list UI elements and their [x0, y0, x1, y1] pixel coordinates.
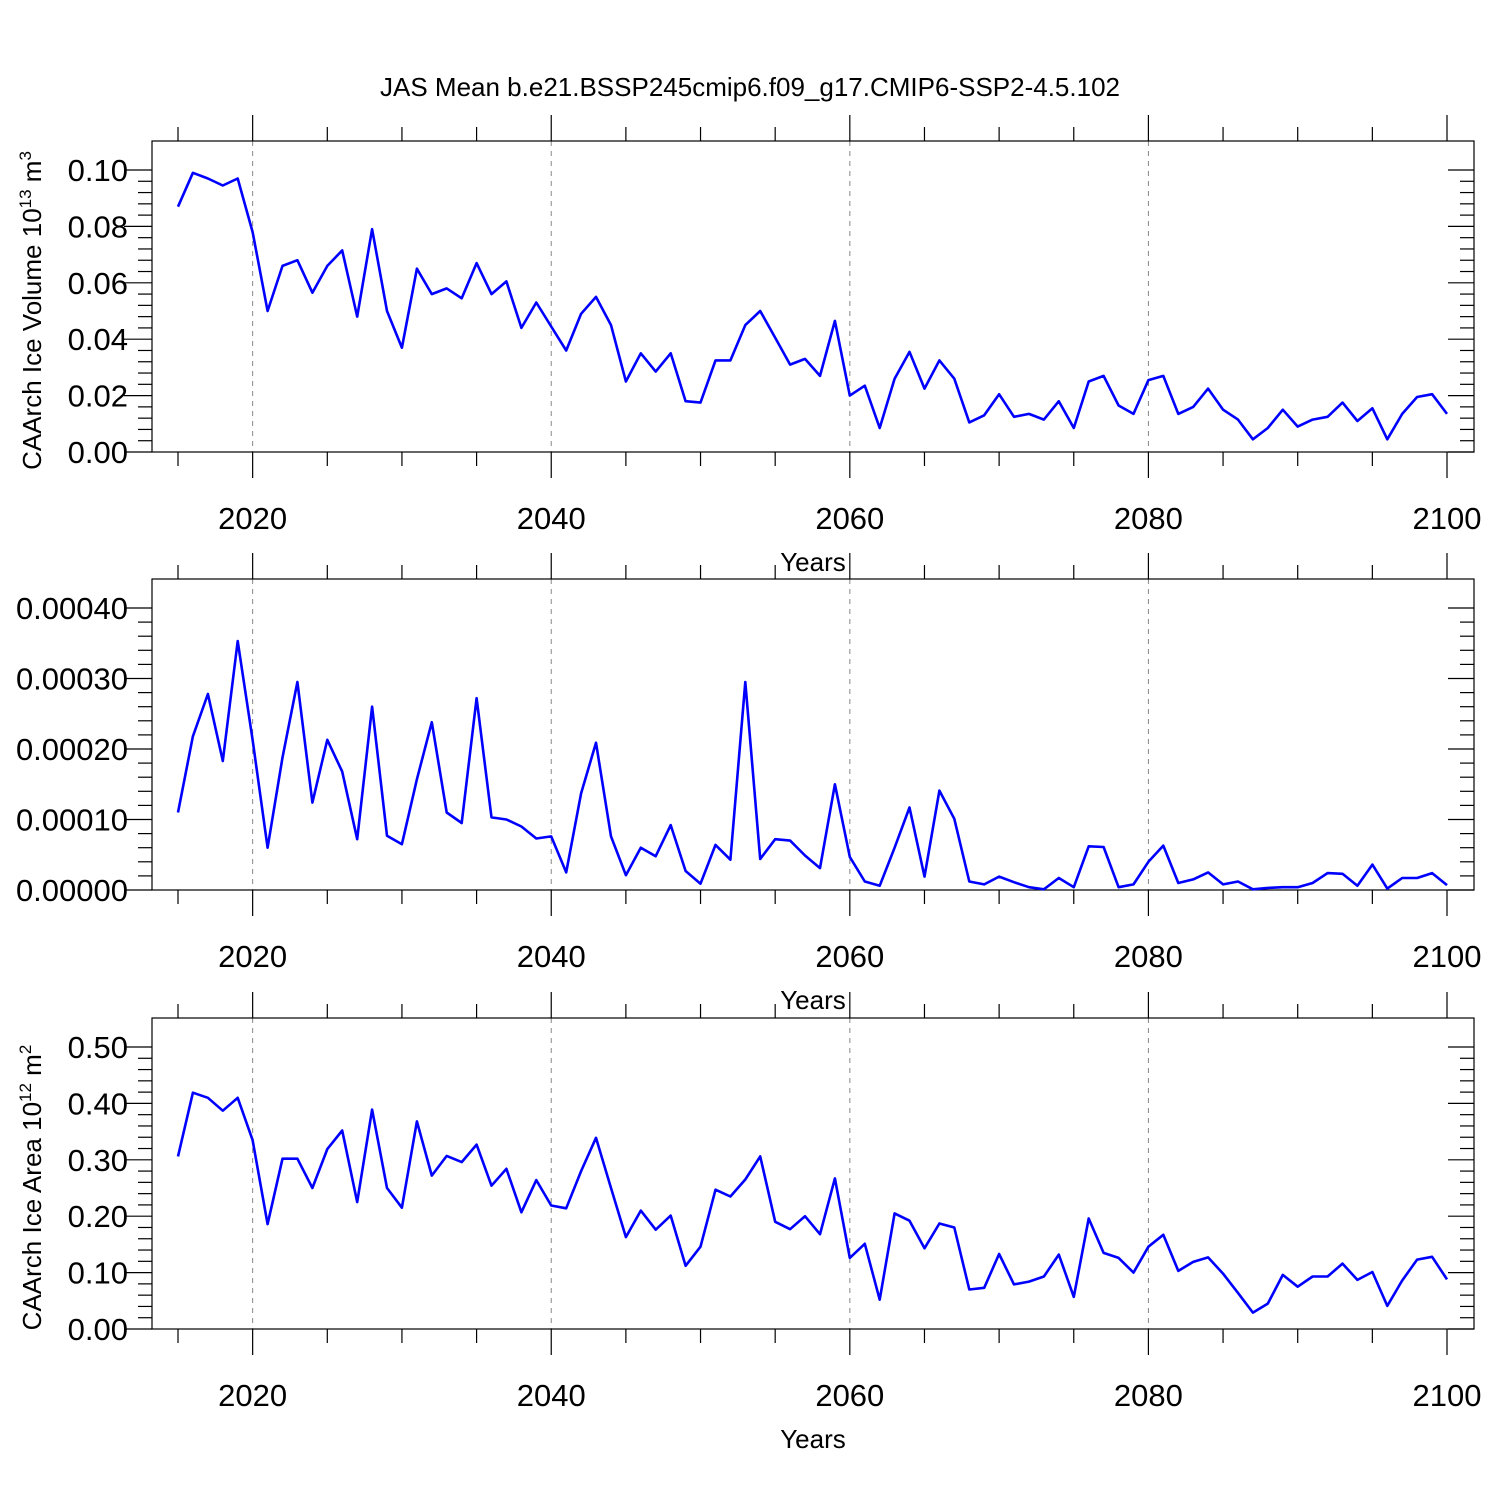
series-line — [176, 1091, 1449, 1314]
series-line — [176, 639, 1448, 891]
y-tick-label: 0.40 — [68, 1086, 128, 1121]
y-tick-label: 0.00020 — [16, 732, 128, 767]
x-tick-label: 2080 — [1114, 1378, 1183, 1413]
x-axis-label: Years — [780, 985, 846, 1015]
y-tick-label: 0.10 — [68, 153, 128, 188]
plot-frame — [151, 140, 1475, 453]
x-tick-label: 2100 — [1413, 501, 1482, 536]
y-tick-label: 0.02 — [68, 379, 128, 414]
y-tick-label: 0.00010 — [16, 803, 128, 838]
y-tick-label: 0.00030 — [16, 662, 128, 697]
x-tick-label: 2060 — [815, 501, 884, 536]
x-tick-label: 2040 — [517, 501, 586, 536]
x-tick-label: 2060 — [815, 939, 884, 974]
y-tick-label: 0.50 — [68, 1030, 128, 1065]
x-tick-label: 2060 — [815, 1378, 884, 1413]
plot-frame — [151, 578, 1475, 891]
y-tick-label: 0.00040 — [16, 591, 128, 626]
y-tick-label: 0.20 — [68, 1199, 128, 1234]
y-tick-label: 0.00 — [68, 1312, 128, 1347]
y-axis-label: CAArch Ice Area 1012 m2 — [16, 1045, 47, 1331]
chart-panel-3: 0.00 0.10 0.20 0.30 0.40 0.50 2020 2040 2060 2080… — [16, 992, 1481, 1454]
plot-frame — [151, 1017, 1475, 1330]
y-tick-label: 0.06 — [68, 266, 128, 301]
y-tick-label: 0.10 — [68, 1256, 128, 1291]
x-tick-label: 2080 — [1114, 501, 1183, 536]
y-tick-label: 0.00000 — [16, 873, 128, 908]
y-tick-label: 0.30 — [68, 1143, 128, 1178]
x-axis-label: Years — [780, 547, 846, 577]
y-axis-label: CAArch Ice Volume 1013 m3 — [16, 151, 47, 470]
x-tick-label: 2100 — [1413, 939, 1482, 974]
x-tick-label: 2020 — [218, 1378, 287, 1413]
y-tick-label: 0.00 — [68, 435, 128, 470]
x-tick-label: 2020 — [218, 939, 287, 974]
figure-title: JAS Mean b.e21.BSSP245cmip6.f09_g17.CMIP… — [380, 72, 1120, 102]
y-tick-label: 0.04 — [68, 322, 128, 357]
series-line — [176, 171, 1449, 441]
chart-panels: 0.00 0.02 0.04 0.06 0.08 0.10 2020 2040 2060 2080… — [16, 115, 1482, 1454]
x-axis-label: Years — [780, 1424, 846, 1454]
x-tick-label: 2080 — [1114, 939, 1183, 974]
x-tick-label: 2020 — [218, 501, 287, 536]
x-tick-label: 2040 — [517, 1378, 586, 1413]
x-tick-label: 2040 — [517, 939, 586, 974]
y-tick-label: 0.08 — [68, 209, 128, 244]
chart-panel-1: 0.00 0.02 0.04 0.06 0.08 0.10 2020 2040 2060 2080… — [16, 115, 1481, 577]
chart-panel-2: 0.00000 0.00010 0.00020 0.00030 0.00040 2020 2… — [16, 553, 1482, 1015]
x-tick-label: 2100 — [1413, 1378, 1482, 1413]
